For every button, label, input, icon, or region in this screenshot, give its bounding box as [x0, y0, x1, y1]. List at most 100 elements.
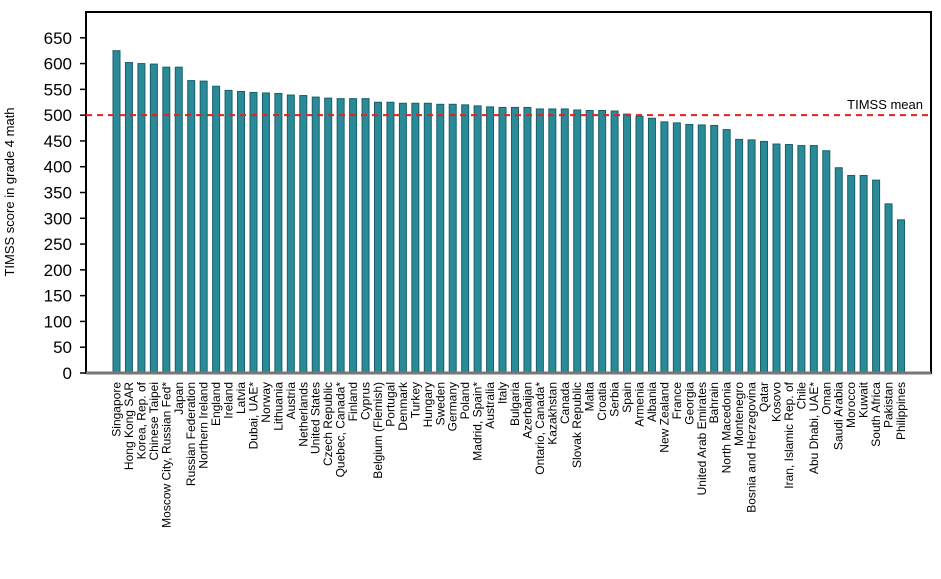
reference-line-layer: TIMSS mean [86, 97, 931, 117]
x-category-label: Spain [620, 382, 634, 413]
bar [336, 98, 345, 374]
bar [423, 102, 432, 374]
bar [660, 121, 669, 374]
bar [361, 98, 370, 374]
bar [149, 63, 158, 374]
y-tick-label: 150 [44, 287, 72, 306]
bar [224, 89, 233, 374]
x-category-label: Kuwait [857, 381, 871, 418]
x-category-label: Chile [794, 382, 808, 410]
bar [809, 145, 818, 374]
bar [124, 62, 133, 374]
x-category-label: Cyprus [359, 382, 373, 420]
x-category-label: Portugal [383, 382, 397, 427]
x-category-label: Korea, Rep. of [134, 381, 148, 459]
x-category-label: New Zealand [657, 382, 671, 453]
x-category-label: Denmark [396, 381, 410, 431]
bar [797, 145, 806, 374]
bar [398, 102, 407, 374]
bar [498, 106, 507, 374]
bar [237, 90, 246, 374]
x-category-label: United Arab Emirates [695, 382, 709, 495]
bar [760, 140, 769, 374]
bar [685, 123, 694, 374]
bar [162, 66, 171, 374]
bar [461, 104, 470, 374]
x-category-label: Oman [819, 382, 833, 415]
bar [436, 103, 445, 374]
y-tick-label: 100 [44, 312, 72, 331]
bar [261, 92, 270, 374]
x-category-label: England [209, 382, 223, 426]
bar [473, 105, 482, 374]
bar [635, 115, 644, 374]
x-category-label: Northern Ireland [197, 382, 211, 469]
y-axis-ticks: 0 50 100 150 200 250 300 350 400 450 500 550 600 650 [44, 29, 86, 383]
x-category-label: Ontario, Canada* [533, 382, 547, 475]
x-category-label: Sweden [433, 382, 447, 425]
bar [822, 150, 831, 374]
x-category-label: Italy [496, 382, 510, 404]
y-tick-label: 400 [44, 158, 72, 177]
x-category-label: Philippines [894, 382, 908, 440]
bar [735, 138, 744, 374]
x-category-label: Turkey [408, 382, 422, 418]
bar [212, 85, 221, 374]
x-category-label: Latvia [234, 382, 248, 414]
y-tick-label: 550 [44, 80, 72, 99]
bar [548, 108, 557, 374]
bar [411, 102, 420, 374]
y-tick-label: 250 [44, 235, 72, 254]
x-category-label: Malta [583, 382, 597, 412]
bar [884, 203, 893, 374]
x-category-label: France [670, 382, 684, 420]
bar [324, 97, 333, 374]
x-category-label: South Africa [869, 382, 883, 447]
x-category-label: Kazakhstan [545, 382, 559, 445]
x-category-label: Bahrain [707, 382, 721, 423]
bar [311, 96, 320, 374]
bar [137, 63, 146, 374]
x-category-label: Czech Republic [321, 382, 335, 466]
y-tick-label: 600 [44, 55, 72, 74]
bar [834, 167, 843, 374]
x-category-label: Georgia [682, 382, 696, 425]
bar [386, 101, 395, 374]
bar [585, 110, 594, 374]
x-category-label: Qatar [757, 382, 771, 412]
x-category-label: Madrid, Spain* [471, 382, 485, 461]
bar [610, 110, 619, 374]
x-category-label: Pakistan [882, 382, 896, 428]
x-category-label: Bulgaria [508, 382, 522, 426]
bar [897, 219, 905, 374]
bar [623, 113, 632, 374]
bar [672, 122, 681, 374]
x-category-label: Russian Federation [184, 382, 198, 486]
x-category-label: Hong Kong SAR [122, 382, 136, 470]
x-category-label: Belgium (Flemish) [371, 382, 385, 479]
x-category-label: Serbia [608, 382, 622, 417]
y-tick-label: 350 [44, 184, 72, 203]
bar [560, 108, 569, 374]
y-tick-label: 50 [53, 338, 72, 357]
x-category-label: Slovak Republic [570, 382, 584, 468]
bar [349, 98, 358, 374]
bar [722, 129, 731, 374]
bars-layer [112, 50, 905, 374]
bar [784, 144, 793, 374]
x-category-label: Norway [259, 382, 273, 423]
bar [112, 50, 121, 374]
bar [535, 108, 544, 374]
x-category-label: Singapore [110, 382, 124, 437]
x-category-label: Croatia [595, 382, 609, 421]
x-category-label: Albania [645, 382, 659, 422]
x-category-label: Montenegro [732, 382, 746, 446]
bar [299, 95, 308, 374]
bar [249, 91, 258, 374]
bar [747, 139, 756, 374]
bar [573, 109, 582, 374]
bar [647, 117, 656, 374]
x-category-label: Abu Dhabi, UAE* [807, 382, 821, 474]
